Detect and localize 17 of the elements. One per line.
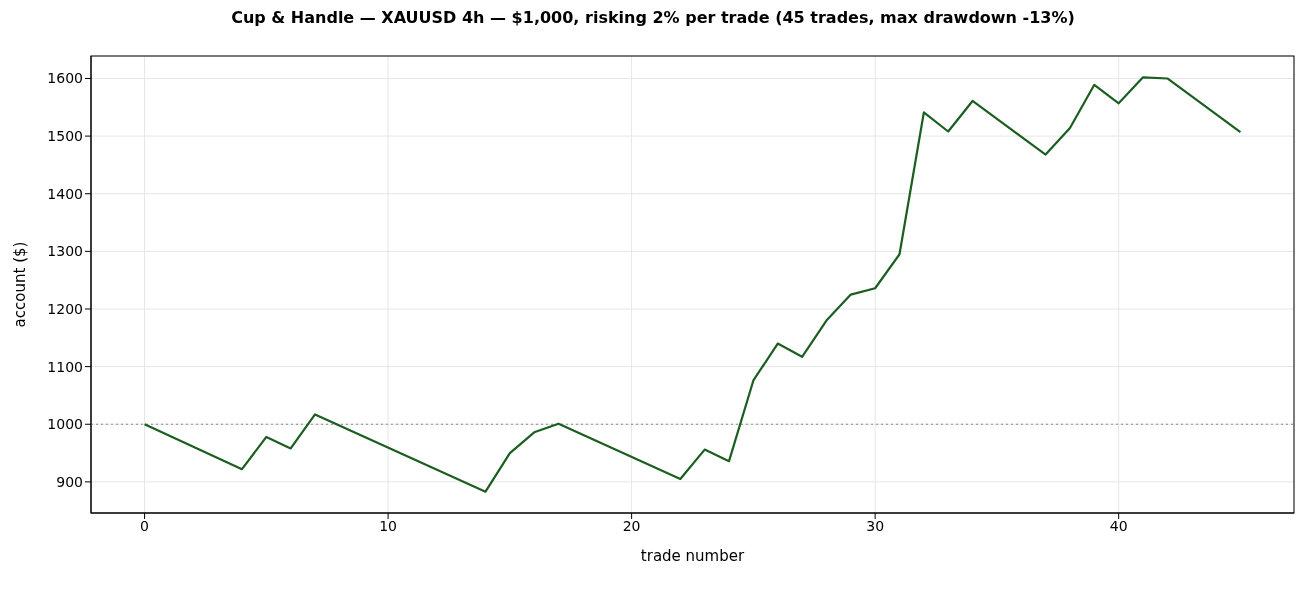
x-tick-label: 0 xyxy=(140,517,150,534)
y-tick-label: 1000 xyxy=(47,416,83,433)
y-tick-label: 1200 xyxy=(47,300,83,317)
y-tick-label: 1600 xyxy=(47,70,83,87)
y-tick-label: 1100 xyxy=(47,358,83,375)
x-tick-label: 10 xyxy=(379,517,398,534)
y-tick-label: 1400 xyxy=(47,185,83,202)
chart-title: Cup & Handle — XAUUSD 4h — $1,000, risking 2% per trade (45 trades, max drawdown -13%) xyxy=(230,8,1076,28)
y-tick-label: 1500 xyxy=(47,128,83,145)
x-tick-label: 40 xyxy=(1109,517,1128,534)
y-tick-label: 900 xyxy=(56,473,83,490)
line-series xyxy=(143,76,1242,493)
x-tick-label: 30 xyxy=(866,517,885,534)
x-tick-label: 20 xyxy=(622,517,641,534)
y-axis-title: account ($) xyxy=(11,241,30,328)
y-tick-label: 1300 xyxy=(47,243,83,260)
x-axis-title: trade number xyxy=(640,547,745,565)
